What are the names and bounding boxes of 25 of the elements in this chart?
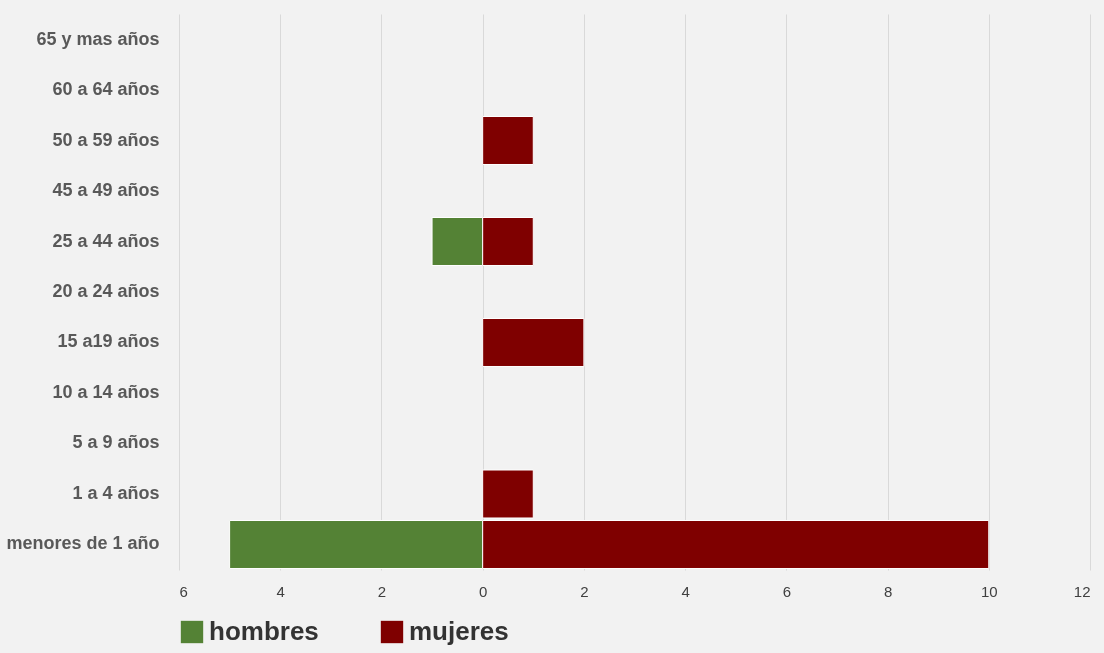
- y-tick-label: 45 a 49 años: [52, 180, 160, 200]
- legend-label: mujeres: [409, 616, 509, 646]
- y-tick-label: menores de 1 año: [6, 533, 160, 554]
- x-tick-label: 8: [883, 582, 893, 600]
- y-tick-label: 65 y mas años: [36, 28, 160, 49]
- x-tick-label: 12: [1073, 582, 1091, 600]
- y-tick-label: 5 a 9 años: [72, 432, 160, 453]
- y-tick-label: 15 a19 años: [57, 331, 160, 352]
- y-tick-label: 1 a 4 años: [72, 483, 160, 503]
- y-tick-label: 10 a 14 años: [52, 382, 160, 402]
- x-tick-label: 6: [782, 582, 792, 600]
- y-tick-label: 50 a 59 años: [52, 129, 160, 150]
- x-tick-label: 2: [377, 582, 387, 600]
- x-tick-label: 0: [478, 582, 488, 600]
- x-tick-label: 6: [179, 582, 188, 600]
- bar: [482, 318, 585, 367]
- x-tick-label: 2: [580, 582, 589, 600]
- x-tick-label: 4: [276, 582, 285, 600]
- y-tick-label: 60 a 64 años: [52, 79, 160, 99]
- x-tick-label: 4: [681, 582, 690, 600]
- legend-label: hombres: [209, 616, 319, 646]
- y-tick-label: 20 a 24 años: [52, 281, 160, 301]
- bar: [482, 116, 534, 165]
- x-tick-label: 10: [980, 582, 998, 600]
- y-tick-label: 25 a 44 años: [52, 230, 160, 251]
